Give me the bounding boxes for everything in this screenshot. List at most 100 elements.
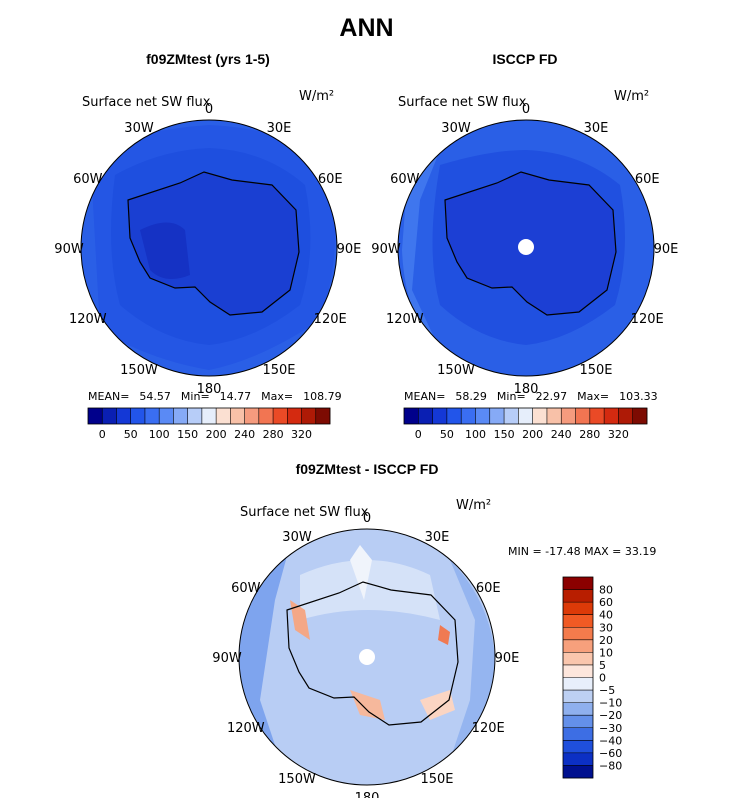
colorbar-tick-label: 240 (234, 428, 255, 441)
colorbar-tick-label: −60 (599, 747, 622, 760)
lon-label: 0 (205, 102, 213, 117)
colorbar-swatch (159, 408, 174, 424)
lon-label: 120W (386, 312, 424, 327)
colorbar-swatch (404, 408, 419, 424)
lon-label: 150E (420, 772, 453, 787)
colorbar-swatch (489, 408, 505, 424)
colorbar-tick-label: −5 (599, 684, 615, 697)
lon-label: 60W (390, 172, 420, 187)
colorbar-tick-label: 100 (465, 428, 486, 441)
panel-1-variable-label: Surface net SW flux (82, 95, 211, 110)
panel-2-units-label: W/m² (614, 89, 650, 104)
colorbar-swatch (563, 740, 593, 754)
colorbar-tick-label: 100 (149, 428, 170, 441)
lon-label: 120W (227, 721, 265, 736)
panel-2-pole-hole (518, 239, 534, 255)
lon-label: 120W (69, 312, 107, 327)
colorbar-swatch (563, 690, 593, 703)
panel-1-map-border (80, 119, 338, 377)
lon-label: 30E (425, 530, 450, 545)
panel-3-title: f09ZMtest - ISCCP FD (295, 461, 439, 477)
colorbar-swatch (201, 408, 217, 424)
colorbar-tick-label: 200 (522, 428, 543, 441)
colorbar-swatch (563, 765, 593, 779)
lon-label: 60E (476, 581, 501, 596)
colorbar-swatch (475, 408, 491, 424)
lon-label: 120E (631, 312, 664, 327)
colorbar-tick-label: −20 (599, 709, 622, 722)
colorbar-tick-label: 30 (599, 621, 613, 634)
panel-2-stats: MEAN= 58.29 Min= 22.97 Max= 103.33 (404, 390, 658, 403)
colorbar-swatch (244, 408, 260, 424)
colorbar-swatch (102, 408, 117, 424)
lon-label: 90E (654, 242, 679, 257)
panel-3-units-label: W/m² (456, 498, 492, 513)
lon-label: 150W (120, 363, 158, 378)
colorbar-tick-label: 150 (494, 428, 515, 441)
colorbar-swatch (130, 408, 146, 424)
lon-label: 90E (337, 242, 362, 257)
colorbar-swatch (563, 589, 593, 603)
lon-label: 30E (267, 121, 292, 136)
colorbar-swatch (432, 408, 448, 424)
colorbar-swatch (418, 408, 433, 424)
colorbar-tick-label: 320 (291, 428, 312, 441)
colorbar-swatch (563, 602, 593, 615)
colorbar-swatch (589, 408, 605, 424)
colorbar-swatch (504, 408, 519, 424)
colorbar-swatch (575, 408, 591, 424)
colorbar-tick-label: 240 (551, 428, 572, 441)
colorbar-tick-label: 10 (599, 646, 613, 659)
colorbar-tick-label: 5 (599, 659, 606, 672)
panel-2-variable-label: Surface net SW flux (398, 95, 527, 110)
colorbar-swatch (561, 408, 576, 424)
colorbar-tick-label: 0 (415, 428, 422, 441)
colorbar-swatch (563, 627, 593, 641)
colorbar-frame (403, 407, 648, 425)
colorbar-swatch (563, 715, 593, 729)
colorbar-swatch (187, 408, 203, 424)
colorbar-swatch (446, 408, 462, 424)
colorbar-tick-label: −80 (599, 759, 622, 772)
panel-3-map (238, 528, 496, 786)
lon-label: 150E (262, 363, 295, 378)
colorbar-swatch (563, 614, 593, 628)
lon-label: 0 (522, 102, 530, 117)
lon-label: 180 (355, 791, 380, 798)
lon-label: 150E (579, 363, 612, 378)
panel-2-colorbar: 0 50 100 150 200 240 280 320 (403, 407, 648, 441)
lon-label: 150W (278, 772, 316, 787)
colorbar-swatch (532, 408, 548, 424)
colorbar-swatch (461, 408, 476, 424)
panel-2-map-border (397, 119, 655, 377)
panel-3-pole-hole (359, 649, 375, 665)
lon-label: 60W (73, 172, 103, 187)
panel-1-stats: MEAN= 54.57 Min= 14.77 Max= 108.79 (88, 390, 342, 403)
lon-label: 30W (282, 530, 312, 545)
colorbar-swatch (563, 727, 593, 741)
lon-label: 30W (124, 121, 154, 136)
lon-label: 60W (231, 581, 261, 596)
colorbar-tick-label: −40 (599, 734, 622, 747)
panel-3-antarctica (286, 581, 459, 726)
lon-label: 180 (514, 382, 539, 397)
colorbar-swatch (216, 408, 231, 424)
colorbar-tick-label: 20 (599, 634, 613, 647)
panel-1-antarctica (127, 171, 300, 316)
colorbar-frame (87, 407, 331, 425)
colorbar-tick-label: 0 (99, 428, 106, 441)
colorbar-swatch (230, 408, 245, 424)
colorbar-tick-label: 280 (263, 428, 284, 441)
colorbar-swatch (563, 702, 593, 716)
colorbar-tick-label: 50 (440, 428, 454, 441)
colorbar-swatch (273, 408, 288, 424)
colorbar-swatch (144, 408, 160, 424)
lon-label: 180 (197, 382, 222, 397)
colorbar-tick-label: 80 (599, 584, 613, 597)
panel-2-title: ISCCP FD (492, 51, 558, 67)
colorbar-tick-label: 150 (177, 428, 198, 441)
colorbar-tick-label: 320 (608, 428, 629, 441)
colorbar-tick-label: 60 (599, 596, 613, 609)
